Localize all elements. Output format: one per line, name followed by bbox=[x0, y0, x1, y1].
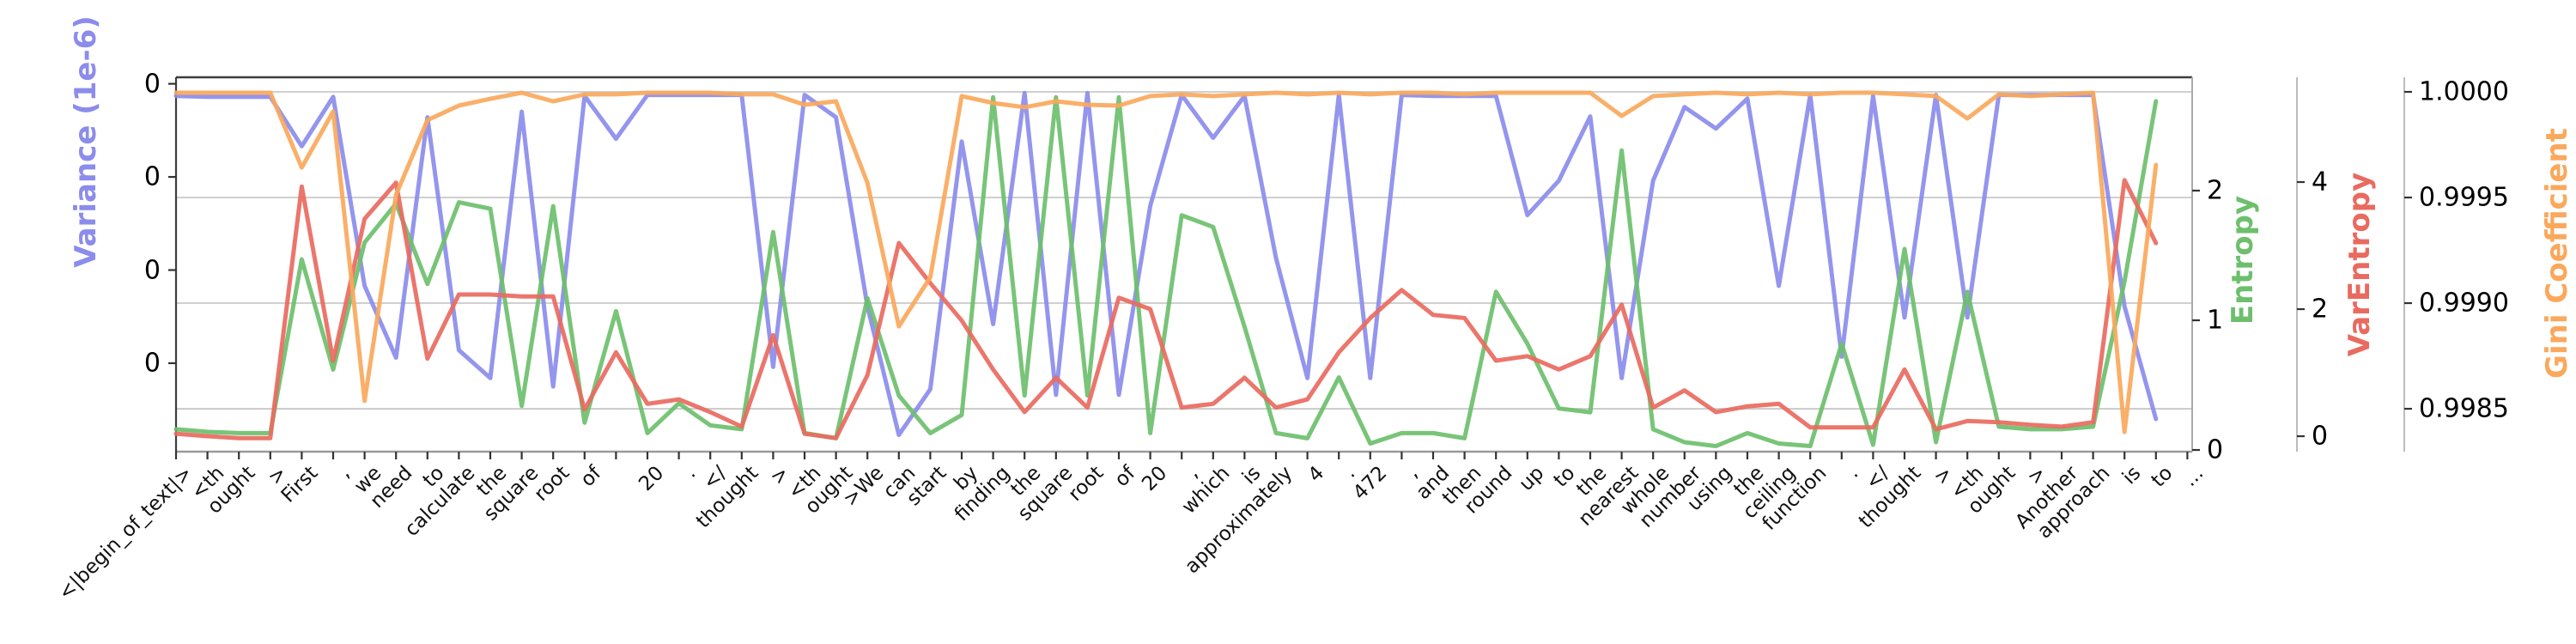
y-ticklabel-gini: 0.9990 bbox=[2419, 288, 2509, 319]
y-ticklabel-entropy: 0 bbox=[2207, 434, 2224, 465]
y-ticklabel-gini: 0.9995 bbox=[2419, 182, 2509, 213]
series-line-entropy bbox=[173, 94, 2159, 448]
y-ticklabel-varentropy: 2 bbox=[2312, 294, 2329, 325]
y-ticklabel-variance: 0 bbox=[143, 255, 161, 285]
y-ticklabel-variance: 0 bbox=[143, 69, 161, 100]
y-ticklabel-variance: 0 bbox=[143, 348, 161, 379]
y-axis-title-variance: Variance (1e-6) bbox=[69, 15, 103, 268]
y-ticklabel-gini: 1.0000 bbox=[2419, 76, 2509, 107]
y-ticklabel-entropy: 2 bbox=[2207, 175, 2224, 206]
series-line-variance bbox=[173, 90, 2159, 437]
y-ticklabel-entropy: 1 bbox=[2207, 305, 2224, 336]
series-line-gini bbox=[173, 90, 2159, 434]
series-line-varentropy bbox=[173, 178, 2159, 440]
y-axis-title-entropy: Entropy bbox=[2226, 195, 2260, 325]
y-ticklabel-varentropy: 0 bbox=[2312, 421, 2329, 452]
y-ticklabel-variance: 0 bbox=[143, 161, 161, 192]
y-ticklabel-varentropy: 4 bbox=[2312, 167, 2329, 197]
y-ticklabel-gini: 0.9985 bbox=[2419, 393, 2509, 424]
y-axis-title-varentropy: VarEntropy bbox=[2342, 172, 2377, 357]
y-axis-title-gini: Gini Coefficient bbox=[2540, 128, 2574, 379]
